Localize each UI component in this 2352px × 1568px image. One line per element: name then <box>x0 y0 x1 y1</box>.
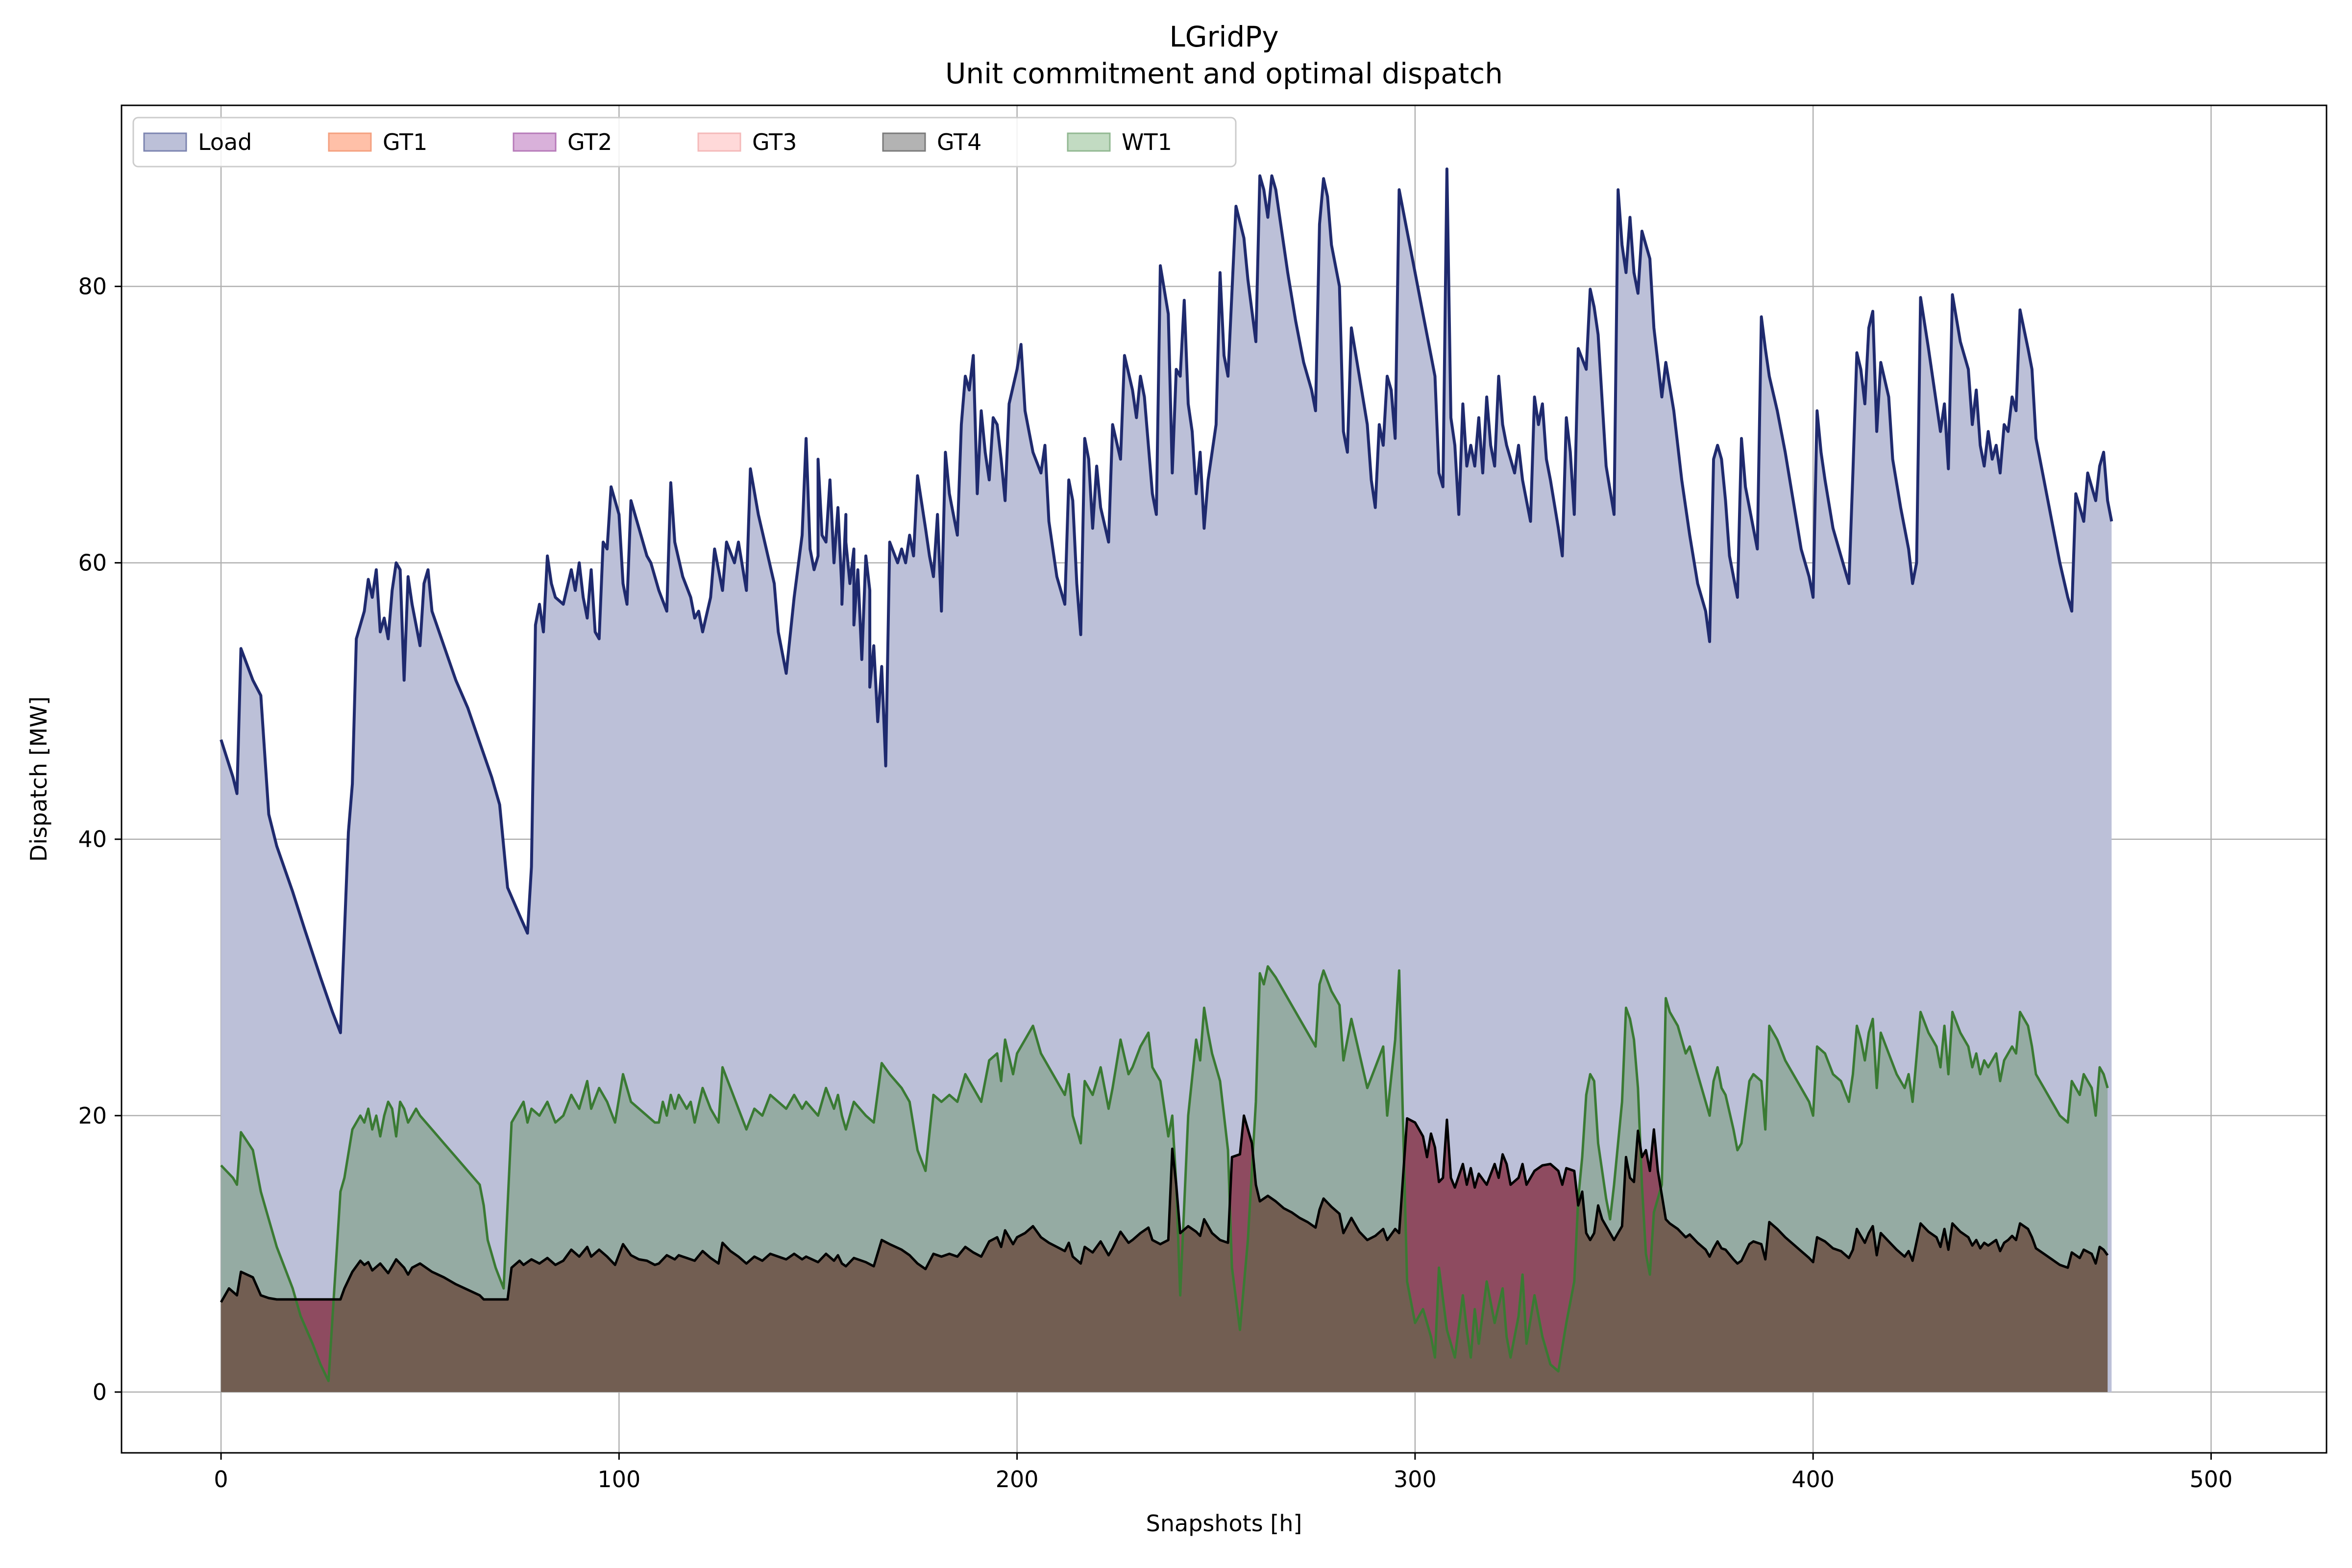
gt2-area <box>296 1299 333 1381</box>
legend-swatch-gt2 <box>513 132 557 152</box>
legend-swatch-gt4 <box>882 132 926 152</box>
x-tick-label: 0 <box>214 1466 228 1493</box>
legend-label-wt1: WT1 <box>1122 129 1172 155</box>
x-axis: 0 100 200 300 400 500 <box>214 1453 2232 1493</box>
x-tick-label: 500 <box>2190 1466 2233 1493</box>
chart-title: LGridPy <box>1169 20 1278 53</box>
gt2-area <box>1405 1118 1576 1372</box>
x-tick-label: 400 <box>1791 1466 1835 1493</box>
y-tick-label: 60 <box>78 550 107 576</box>
legend-swatch-gt3 <box>697 132 741 152</box>
legend-label-gt4: GT4 <box>937 129 981 155</box>
y-axis-label: Dispatch [MW] <box>25 696 52 862</box>
legend-label-gt3: GT3 <box>752 129 797 155</box>
legend-box <box>132 117 1237 168</box>
plot-frame <box>121 104 2328 1454</box>
load-line <box>220 167 2113 1034</box>
x-tick-label: 300 <box>1394 1466 1437 1493</box>
legend-label-gt1: GT1 <box>383 129 427 155</box>
gt2-area <box>1642 1129 1660 1275</box>
x-tick-label: 100 <box>597 1466 640 1493</box>
gt4-area <box>221 1115 2108 1392</box>
x-tick-label: 200 <box>996 1466 1039 1493</box>
wt1-line <box>220 965 2109 1382</box>
y-axis: 0 20 40 60 80 <box>78 273 122 1405</box>
legend-swatch-wt1 <box>1067 132 1111 152</box>
series-lines <box>220 167 2113 1382</box>
legend-label-load: Load <box>198 129 252 155</box>
legend: Load GT1 GT2 GT3 GT4 WT1 <box>132 117 1237 168</box>
y-tick-label: 80 <box>78 273 107 299</box>
y-tick-label: 40 <box>78 826 107 853</box>
gt2-area <box>1230 1115 1252 1330</box>
chart-subtitle: Unit commitment and optimal dispatch <box>945 57 1503 90</box>
legend-label-gt2: GT2 <box>567 129 612 155</box>
y-tick-label: 0 <box>93 1379 107 1405</box>
x-axis-label: Snapshots [h] <box>1146 1510 1302 1537</box>
legend-swatch-load <box>143 132 187 152</box>
legend-swatch-gt1 <box>328 132 372 152</box>
y-tick-label: 20 <box>78 1102 107 1129</box>
gt4-line <box>220 1114 2109 1303</box>
